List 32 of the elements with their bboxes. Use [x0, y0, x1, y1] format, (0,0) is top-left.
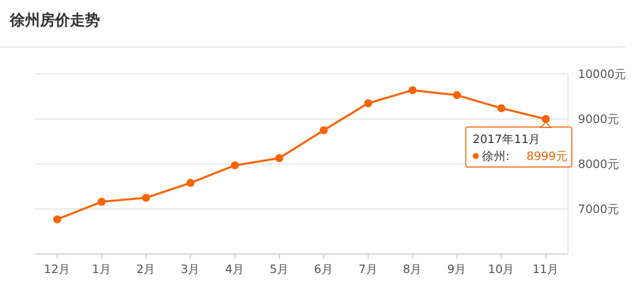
point [275, 154, 284, 162]
point [53, 215, 62, 224]
point [452, 91, 461, 100]
point [364, 99, 372, 108]
point [186, 178, 194, 187]
y-tick-label: 8000元 [578, 157, 620, 171]
point [142, 194, 150, 202]
x-tick-label: 2月 [136, 262, 156, 276]
point [230, 161, 239, 170]
x-tick-label: 1月 [92, 262, 112, 276]
annotation: 2017年11月 [472, 132, 541, 146]
point [320, 126, 328, 134]
x-tick-label: 9月 [447, 262, 467, 276]
point [497, 104, 506, 112]
x-tick-label: 11月 [532, 262, 560, 276]
point [98, 198, 106, 206]
point [542, 115, 550, 124]
legend-label: 徐州: [482, 149, 510, 164]
y-tick-label: 9000元 [578, 112, 620, 126]
y-tick-label: 10000元 [578, 67, 627, 81]
point [408, 86, 417, 94]
x-tick-label: 7月 [358, 262, 378, 276]
x-tick-label: 3月 [180, 262, 200, 276]
data-label: 8999元 [526, 149, 568, 164]
chart-title: 徐州房价走势 [9, 11, 100, 29]
x-tick-label: 10月 [488, 262, 515, 276]
x-tick-label: 8月 [402, 262, 422, 276]
x-tick-label: 12月 [44, 262, 71, 276]
x-tick-label: 5月 [270, 262, 289, 276]
x-tick-label: 6月 [314, 262, 334, 276]
x-tick-label: 4月 [225, 262, 245, 276]
y-tick-label: 7000元 [578, 202, 620, 216]
